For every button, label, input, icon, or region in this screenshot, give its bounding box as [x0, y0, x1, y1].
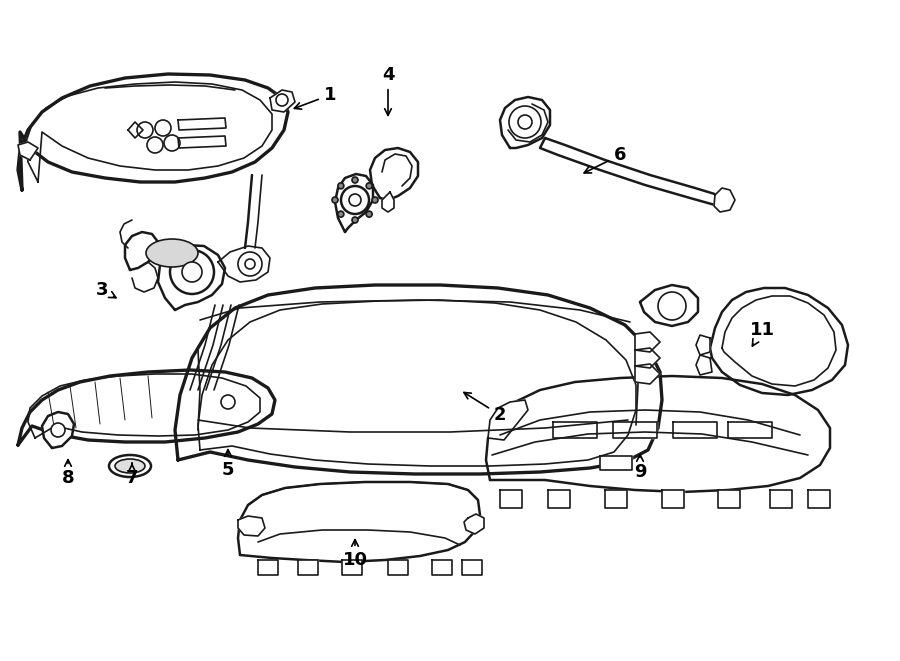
- Circle shape: [509, 106, 541, 138]
- Polygon shape: [714, 188, 735, 212]
- Circle shape: [137, 122, 153, 138]
- Circle shape: [170, 250, 214, 294]
- Polygon shape: [770, 490, 792, 508]
- Polygon shape: [175, 285, 662, 474]
- Circle shape: [338, 211, 344, 217]
- Polygon shape: [635, 348, 660, 368]
- Polygon shape: [710, 288, 848, 395]
- Polygon shape: [342, 560, 362, 575]
- Polygon shape: [464, 514, 484, 534]
- Circle shape: [349, 194, 361, 206]
- Text: 4: 4: [382, 66, 394, 116]
- Polygon shape: [125, 232, 158, 270]
- Text: 1: 1: [294, 86, 337, 109]
- Circle shape: [147, 137, 163, 153]
- Text: 7: 7: [126, 463, 139, 487]
- Polygon shape: [335, 174, 373, 232]
- Polygon shape: [635, 332, 660, 352]
- Polygon shape: [370, 148, 418, 200]
- Circle shape: [372, 197, 378, 203]
- Polygon shape: [605, 490, 627, 508]
- Circle shape: [276, 94, 288, 106]
- Polygon shape: [635, 364, 660, 384]
- Circle shape: [338, 183, 344, 189]
- Polygon shape: [218, 246, 270, 282]
- Polygon shape: [238, 516, 265, 536]
- Polygon shape: [18, 370, 275, 445]
- Circle shape: [221, 395, 235, 409]
- Circle shape: [658, 292, 686, 320]
- Circle shape: [352, 217, 358, 223]
- Polygon shape: [486, 376, 830, 492]
- Text: 11: 11: [750, 321, 775, 346]
- Circle shape: [51, 423, 65, 437]
- Polygon shape: [553, 422, 597, 438]
- Polygon shape: [270, 90, 295, 112]
- Polygon shape: [500, 490, 522, 508]
- Ellipse shape: [109, 455, 151, 477]
- Circle shape: [366, 211, 372, 217]
- Circle shape: [164, 135, 180, 151]
- Circle shape: [341, 186, 369, 214]
- Polygon shape: [500, 97, 550, 148]
- Polygon shape: [728, 422, 772, 438]
- Polygon shape: [18, 74, 288, 190]
- Ellipse shape: [115, 459, 145, 473]
- Polygon shape: [548, 490, 570, 508]
- Circle shape: [238, 252, 262, 276]
- Polygon shape: [462, 560, 482, 575]
- Polygon shape: [600, 456, 632, 470]
- Polygon shape: [432, 560, 452, 575]
- Polygon shape: [696, 355, 712, 375]
- Polygon shape: [808, 490, 830, 508]
- Polygon shape: [388, 560, 408, 575]
- Polygon shape: [696, 335, 710, 355]
- Text: 2: 2: [464, 393, 506, 424]
- Polygon shape: [158, 245, 225, 310]
- Polygon shape: [178, 118, 226, 130]
- Polygon shape: [178, 136, 226, 148]
- Circle shape: [245, 259, 255, 269]
- Polygon shape: [42, 412, 74, 448]
- Circle shape: [352, 177, 358, 183]
- Circle shape: [518, 115, 532, 129]
- Polygon shape: [298, 560, 318, 575]
- Circle shape: [366, 183, 372, 189]
- Polygon shape: [673, 422, 717, 438]
- Ellipse shape: [146, 239, 198, 267]
- Text: 3: 3: [95, 281, 116, 299]
- Text: 5: 5: [221, 449, 234, 479]
- Polygon shape: [488, 400, 528, 440]
- Polygon shape: [613, 422, 657, 438]
- Polygon shape: [662, 490, 684, 508]
- Polygon shape: [382, 192, 394, 212]
- Polygon shape: [718, 490, 740, 508]
- Polygon shape: [640, 285, 698, 326]
- Text: 10: 10: [343, 539, 367, 569]
- Text: 8: 8: [62, 459, 75, 487]
- Circle shape: [182, 262, 202, 282]
- Text: 6: 6: [584, 146, 626, 173]
- Polygon shape: [238, 482, 480, 562]
- Circle shape: [155, 120, 171, 136]
- Polygon shape: [18, 142, 38, 160]
- Text: 9: 9: [634, 455, 646, 481]
- Polygon shape: [540, 138, 725, 210]
- Polygon shape: [258, 560, 278, 575]
- Circle shape: [332, 197, 338, 203]
